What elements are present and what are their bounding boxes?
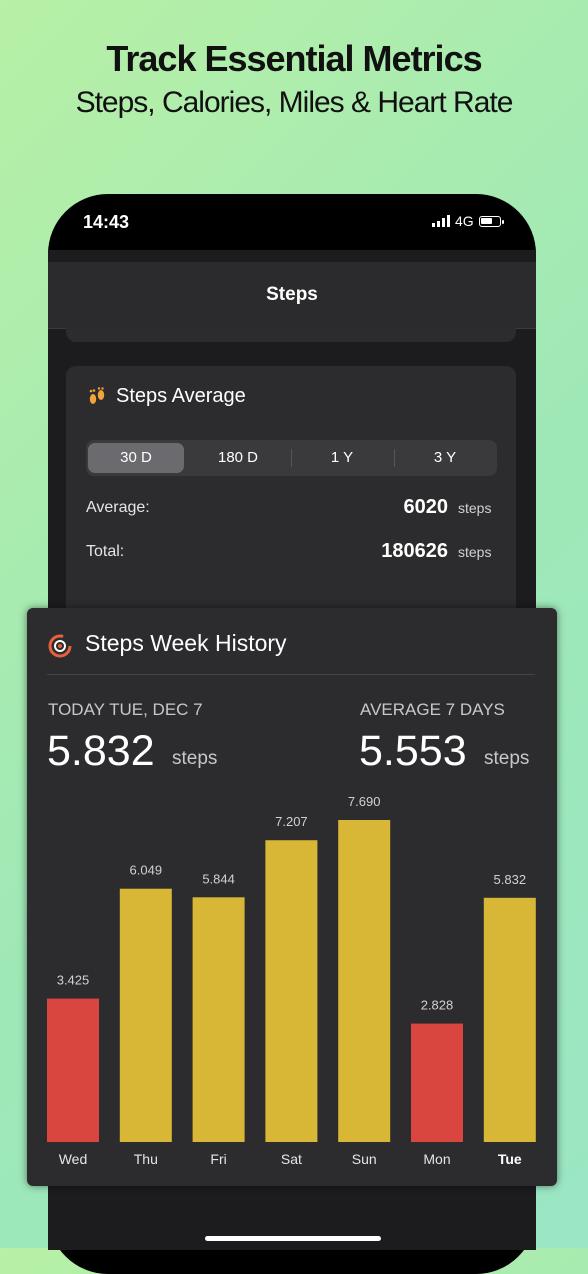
bar-sun[interactable]: [338, 820, 391, 1142]
average-value: 6020: [403, 496, 449, 518]
status-indicators: 4G: [432, 213, 504, 229]
bar-wed[interactable]: [47, 998, 99, 1142]
signal-icon: [432, 215, 450, 227]
promo-subtitle: Steps, Calories, Miles & Heart Rate: [75, 86, 514, 119]
steps-bar-chart: 3.425 Wed 6.049 Thu 5.844 Fri 7.207 Sat 7.690 Sun…: [47, 794, 536, 1167]
bar-tue[interactable]: [483, 897, 536, 1142]
bar-sat[interactable]: [265, 840, 318, 1142]
segment-30d[interactable]: 30 D: [88, 443, 184, 473]
total-label: Total:: [86, 543, 125, 560]
segment-180d[interactable]: 180 D: [217, 449, 259, 466]
bar-value-label: 5.832: [494, 872, 527, 887]
today-value: 5.832: [47, 727, 155, 775]
footprints-icon: [89, 387, 105, 404]
day-label: Sun: [352, 1151, 377, 1167]
average-7-days-value: 5.553: [359, 727, 467, 775]
day-label: Thu: [134, 1151, 158, 1167]
segment-divider: [291, 449, 292, 467]
divider: [47, 674, 535, 675]
bar-value-label: 2.828: [421, 998, 454, 1013]
day-label: Mon: [423, 1151, 450, 1167]
card-fragment: [66, 328, 516, 342]
segment-3y[interactable]: 3 Y: [433, 449, 457, 466]
today-label: TODAY TUE, DEC 7: [48, 700, 203, 719]
home-indicator[interactable]: [205, 1236, 381, 1241]
average-7-days-unit: steps: [484, 748, 530, 769]
promo-title: Track Essential Metrics: [106, 38, 482, 79]
steps-average-title: Steps Average: [116, 385, 246, 407]
activity-ring-icon: [48, 634, 72, 658]
day-label: Fri: [210, 1151, 226, 1167]
bar-value-label: 5.844: [202, 871, 235, 886]
range-segmented-control: 30 D 180 D 1 Y 3 Y: [86, 440, 497, 476]
battery-icon: [478, 215, 504, 227]
bar-mon[interactable]: [411, 1023, 463, 1142]
average-unit: steps: [458, 500, 492, 516]
total-unit: steps: [458, 544, 492, 560]
segment-divider: [394, 449, 395, 467]
status-time: 14:43: [83, 212, 130, 232]
nav-title: Steps: [266, 284, 318, 305]
segment-1y[interactable]: 1 Y: [330, 449, 354, 466]
bar-value-label: 7.690: [348, 794, 381, 809]
bar-thu[interactable]: [119, 888, 172, 1142]
week-history-title: Steps Week History: [85, 630, 287, 656]
day-label: Wed: [59, 1151, 88, 1167]
average-label: Average:: [86, 499, 150, 516]
network-label: 4G: [455, 213, 474, 229]
steps-average-card: [66, 366, 516, 626]
bar-value-label: 7.207: [275, 814, 308, 829]
navigation-bar: Steps: [48, 262, 536, 329]
average-7-days-label: AVERAGE 7 DAYS: [360, 700, 505, 719]
day-label: Sat: [281, 1151, 302, 1167]
today-unit: steps: [172, 748, 218, 769]
day-label: Tue: [498, 1151, 522, 1167]
bar-value-label: 6.049: [130, 863, 163, 878]
bar-fri[interactable]: [192, 897, 245, 1142]
total-value: 180626: [381, 540, 448, 562]
bar-value-label: 3.425: [57, 973, 90, 988]
